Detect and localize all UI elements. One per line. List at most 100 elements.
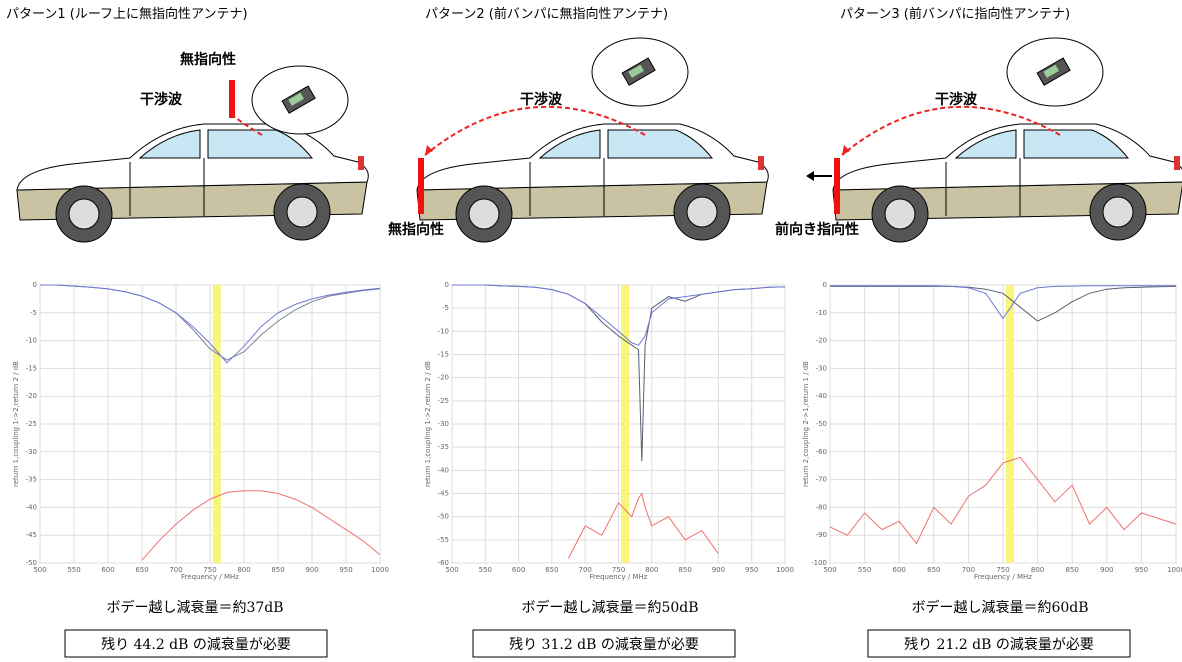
series-line <box>40 284 381 364</box>
y-tick-label: -10 <box>816 309 827 317</box>
phone-bubble <box>1006 37 1104 107</box>
x-tick-label: 850 <box>271 566 284 574</box>
x-tick-label: 950 <box>339 566 352 574</box>
y-tick-label: -45 <box>438 490 449 498</box>
y-tick-label: -30 <box>438 420 449 428</box>
y-tick-label: -70 <box>816 476 827 484</box>
x-tick-label: 500 <box>823 566 836 574</box>
series-line <box>830 285 1176 320</box>
x-tick-label: 500 <box>33 566 46 574</box>
x-tick-label: 1000 <box>776 566 794 574</box>
y-tick-label: 0 <box>33 281 37 289</box>
wave-path <box>841 105 1061 156</box>
phone-bubble <box>591 37 689 107</box>
x-tick-label: 1000 <box>1167 566 1182 574</box>
car <box>16 123 369 243</box>
y-tick-label: -10 <box>438 327 449 335</box>
x-tick-label: 550 <box>858 566 871 574</box>
antenna-label: 無指向性 <box>388 221 444 238</box>
antenna <box>229 80 235 118</box>
series-line <box>830 285 1177 322</box>
required-box <box>64 629 328 658</box>
y-tick-label: 0 <box>445 281 449 289</box>
wave-path <box>231 114 263 136</box>
highlight-band <box>1005 285 1014 563</box>
x-axis-label: Frequency / MHz <box>590 573 648 581</box>
y-tick-label: -20 <box>816 337 827 345</box>
x-tick-label: 750 <box>203 566 216 574</box>
x-tick-label: 800 <box>237 566 250 574</box>
x-tick-label: 900 <box>712 566 725 574</box>
x-tick-label: 700 <box>169 566 182 574</box>
antenna <box>834 158 840 214</box>
wave-label: 干渉波 <box>520 91 563 108</box>
panel-title: パターン1 (ルーフ上に無指向性アンテナ) <box>6 6 248 22</box>
car <box>832 123 1182 243</box>
antenna-label: 無指向性 <box>180 51 236 68</box>
x-tick-label: 550 <box>67 566 80 574</box>
y-tick-label: -20 <box>438 374 449 382</box>
highlight-band <box>212 285 221 563</box>
y-axis-label: return 1,coupling 1->2,return 2 / dB <box>12 361 20 487</box>
series-line <box>141 490 381 561</box>
wave-label: 干渉波 <box>935 91 978 108</box>
antenna <box>418 158 424 214</box>
car <box>416 123 769 243</box>
required-box <box>867 629 1131 658</box>
x-tick-label: 700 <box>579 566 592 574</box>
y-tick-label: -35 <box>26 476 37 484</box>
attenuation: ボデー越し減衰量＝約37dB <box>106 599 283 616</box>
y-tick-label: 0 <box>823 281 827 289</box>
y-axis-label: return 1,coupling 1->2,return 2 / dB <box>424 361 432 487</box>
x-tick-label: 650 <box>545 566 558 574</box>
phone-bubble <box>251 65 349 135</box>
y-tick-label: -60 <box>438 559 449 567</box>
x-axis-label: Frequency / MHz <box>181 573 239 581</box>
y-tick-label: -50 <box>26 559 37 567</box>
highlight-band <box>621 285 630 563</box>
x-tick-label: 750 <box>612 566 625 574</box>
attenuation: ボデー越し減衰量＝約50dB <box>521 599 698 616</box>
x-tick-label: 950 <box>1135 566 1148 574</box>
x-tick-label: 700 <box>962 566 975 574</box>
x-tick-label: 550 <box>479 566 492 574</box>
y-tick-label: -20 <box>26 392 37 400</box>
x-tick-label: 1000 <box>371 566 389 574</box>
x-tick-label: 800 <box>1031 566 1044 574</box>
series-line <box>829 456 1177 545</box>
y-tick-label: -80 <box>816 503 827 511</box>
y-tick-label: -40 <box>438 466 449 474</box>
x-tick-label: 900 <box>1100 566 1113 574</box>
required: 残り 44.2 dB の減衰量が必要 <box>101 636 291 653</box>
y-tick-label: -30 <box>816 364 827 372</box>
x-tick-label: 600 <box>512 566 525 574</box>
y-tick-label: -55 <box>438 536 449 544</box>
x-tick-label: 850 <box>1066 566 1079 574</box>
series-line <box>568 492 719 559</box>
attenuation: ボデー越し減衰量＝約60dB <box>911 599 1088 616</box>
x-tick-label: 650 <box>135 566 148 574</box>
y-tick-label: -5 <box>442 304 449 312</box>
y-tick-label: -40 <box>816 392 827 400</box>
x-tick-label: 650 <box>927 566 940 574</box>
y-tick-label: -15 <box>26 364 37 372</box>
y-tick-label: -5 <box>30 309 37 317</box>
y-tick-label: -50 <box>438 513 449 521</box>
x-tick-label: 800 <box>645 566 658 574</box>
x-tick-label: 500 <box>445 566 458 574</box>
y-tick-label: -15 <box>438 351 449 359</box>
y-tick-label: -90 <box>816 531 827 539</box>
x-tick-label: 600 <box>101 566 114 574</box>
y-tick-label: -10 <box>26 337 37 345</box>
y-tick-label: -50 <box>816 420 827 428</box>
x-tick-label: 900 <box>305 566 318 574</box>
x-tick-label: 950 <box>745 566 758 574</box>
y-tick-label: -100 <box>811 559 827 567</box>
panel-title: パターン2 (前バンパに無指向性アンテナ) <box>425 6 668 22</box>
y-axis-label: return 2,coupling 2->1,return 1 / dB <box>802 361 810 487</box>
panel-title: パターン3 (前バンパに指向性アンテナ) <box>840 6 1070 22</box>
wave-label: 干渉波 <box>140 91 183 108</box>
y-tick-label: -45 <box>26 531 37 539</box>
antenna-label: 前向き指向性 <box>775 221 859 238</box>
